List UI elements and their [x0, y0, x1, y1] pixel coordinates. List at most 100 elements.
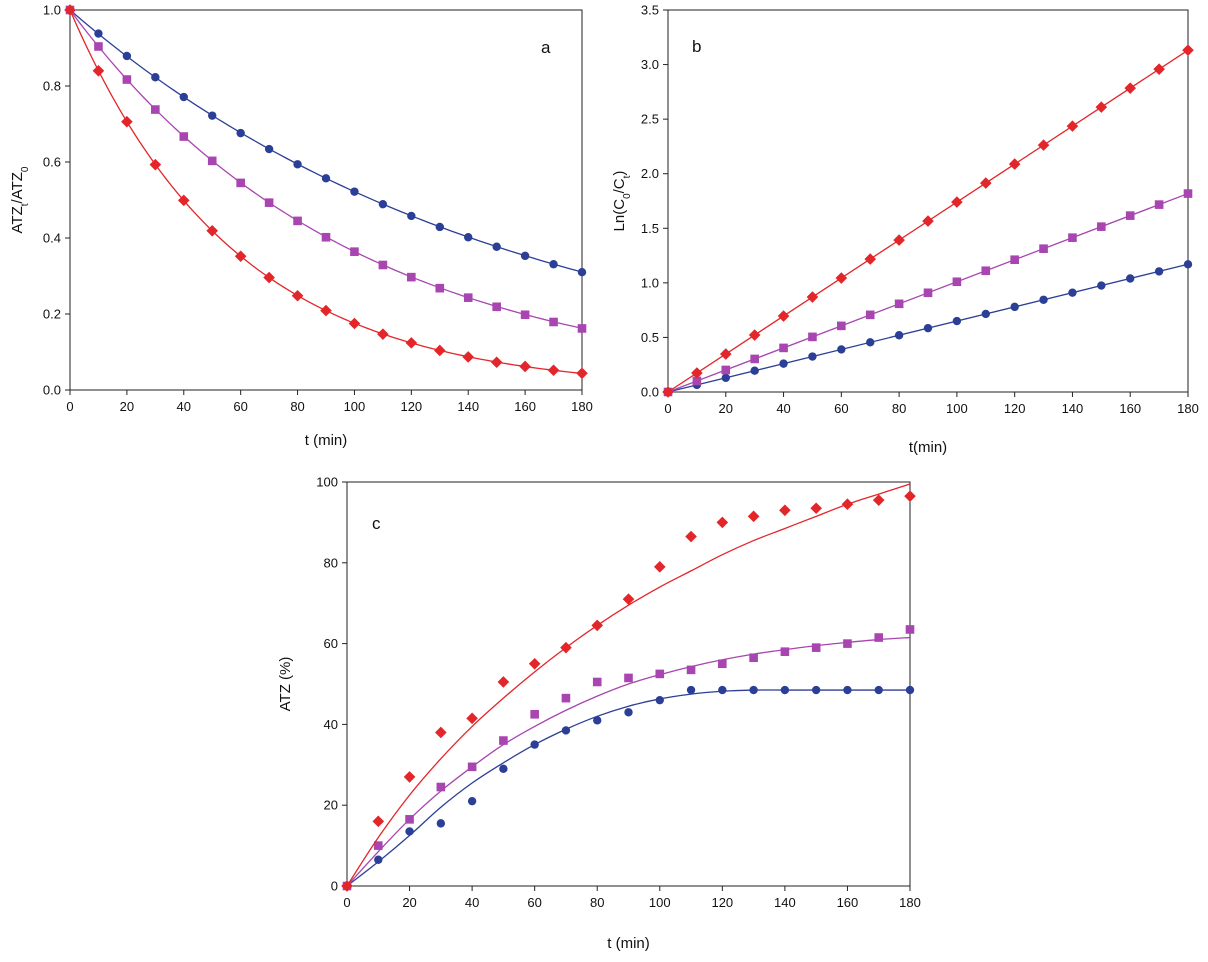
x-tick-label: 180 — [1177, 401, 1199, 416]
data-point-square — [467, 762, 477, 772]
data-point-square — [1183, 189, 1193, 198]
data-point-diamond — [653, 561, 666, 573]
y-tick-label: 2.0 — [641, 166, 659, 181]
x-axis-label: t (min) — [305, 432, 348, 449]
data-point-square — [373, 841, 383, 850]
data-point-diamond — [779, 504, 791, 517]
data-point-diamond — [691, 367, 703, 379]
series-purple — [65, 5, 587, 333]
x-tick-label: 160 — [514, 399, 536, 414]
data-point-square — [264, 198, 274, 207]
data-point-diamond — [348, 317, 361, 330]
y-axis-label: ATZ (%) — [277, 657, 294, 712]
data-point-circle — [718, 685, 727, 695]
data-point-square — [207, 156, 217, 166]
data-point-diamond — [893, 234, 905, 246]
data-point-diamond — [716, 516, 729, 529]
data-point-square — [1010, 255, 1019, 265]
data-point-square — [837, 321, 846, 331]
data-point-square — [407, 272, 416, 282]
data-point-circle — [321, 174, 331, 183]
x-tick-label: 40 — [776, 401, 790, 416]
data-point-square — [492, 302, 501, 312]
data-point-diamond — [747, 510, 760, 523]
data-point-diamond — [576, 367, 588, 380]
x-tick-label: 120 — [1004, 401, 1026, 416]
data-point-circle — [837, 345, 846, 354]
x-tick-label: 40 — [465, 895, 479, 910]
x-tick-label: 140 — [774, 895, 796, 910]
data-point-square — [718, 659, 727, 669]
data-point-square — [923, 288, 933, 298]
data-point-square — [435, 283, 445, 293]
x-axis-label: t (min) — [607, 935, 650, 952]
y-tick-label: 0.2 — [43, 307, 61, 322]
data-point-diamond — [1008, 158, 1021, 170]
data-point-circle — [577, 268, 587, 277]
data-point-circle — [549, 260, 558, 269]
data-point-circle — [499, 764, 508, 774]
y-axis-label-subscript: t — [622, 175, 633, 178]
series-red — [341, 483, 916, 892]
data-point-diamond — [1182, 44, 1194, 56]
y-tick-label: 100 — [316, 475, 338, 490]
y-tick-label: 1.0 — [43, 3, 61, 18]
panel-label: a — [541, 38, 551, 57]
plot-frame — [346, 481, 911, 887]
data-point-diamond — [497, 676, 510, 688]
data-point-diamond — [462, 351, 475, 363]
x-tick-label: 20 — [719, 401, 733, 416]
data-point-diamond — [403, 771, 416, 783]
data-point-square — [405, 815, 414, 824]
y-axis-label-text: ) — [611, 171, 628, 176]
x-tick-label: 180 — [571, 399, 593, 414]
x-tick-label: 80 — [590, 895, 604, 910]
data-point-diamond — [872, 494, 885, 506]
x-tick-label: 120 — [400, 399, 422, 414]
data-point-square — [592, 677, 602, 687]
data-point-square — [577, 324, 587, 333]
data-point-diamond — [149, 158, 162, 171]
y-tick-label: 80 — [324, 555, 338, 570]
data-point-diamond — [320, 304, 332, 317]
y-tick-label: 3.0 — [641, 57, 659, 72]
data-point-square — [321, 232, 331, 242]
fit-line-blue — [346, 689, 910, 887]
x-tick-label: 80 — [290, 399, 304, 414]
x-tick-label: 140 — [1062, 401, 1084, 416]
data-point-circle — [923, 323, 933, 333]
y-tick-label: 0 — [331, 879, 338, 894]
data-point-square — [151, 105, 160, 114]
data-point-square — [874, 633, 884, 642]
data-point-diamond — [377, 328, 389, 340]
data-point-square — [808, 332, 817, 342]
data-point-diamond — [92, 65, 105, 77]
y-tick-label: 20 — [324, 798, 338, 813]
data-point-square — [905, 625, 915, 634]
series-red — [64, 4, 588, 380]
data-point-diamond — [560, 641, 572, 654]
data-point-circle — [122, 51, 132, 61]
data-point-diamond — [372, 815, 385, 828]
x-tick-label: 40 — [177, 399, 191, 414]
series-purple — [663, 189, 1193, 397]
data-point-diamond — [810, 502, 822, 515]
data-point-circle — [492, 242, 501, 251]
data-point-diamond — [864, 253, 877, 265]
data-point-diamond — [341, 880, 353, 892]
data-point-diamond — [748, 329, 761, 341]
y-tick-label: 1.0 — [641, 275, 659, 290]
y-tick-label: 2.5 — [641, 112, 659, 127]
x-tick-label: 0 — [664, 401, 671, 416]
y-tick-label: 0.0 — [641, 385, 659, 400]
data-point-square — [436, 782, 446, 792]
data-point-circle — [530, 740, 539, 749]
y-axis-label-text: Ln(C — [611, 199, 628, 232]
data-point-square — [779, 343, 788, 353]
data-point-diamond — [622, 593, 635, 605]
fit-line-red — [69, 9, 583, 375]
data-point-circle — [1126, 274, 1135, 283]
data-point-square — [843, 639, 852, 648]
data-point-diamond — [841, 498, 854, 511]
